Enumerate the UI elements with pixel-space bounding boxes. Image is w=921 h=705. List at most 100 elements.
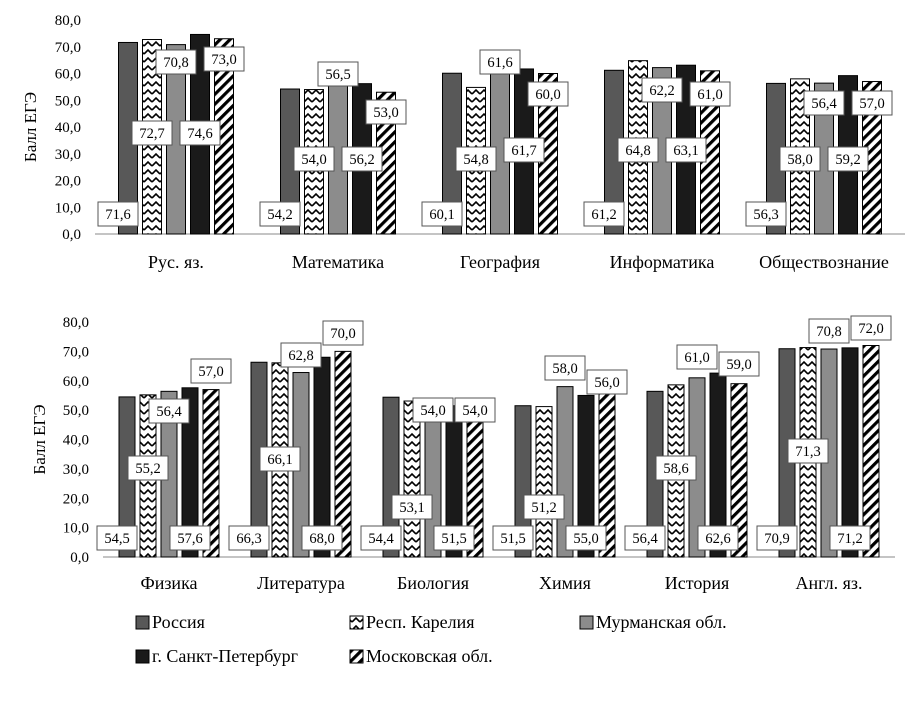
legend-label-karelia: Респ. Карелия (366, 612, 474, 632)
data-label: 60,0 (535, 87, 560, 103)
legend-label-russia: Россия (152, 612, 205, 632)
data-label: 58,0 (552, 361, 577, 377)
data-label-box (527, 81, 569, 107)
chart-top-subjects: 0,0 10,0 20,0 30,0 40,0 50,0 60,0 70,0 80,0 Балл … (21, 13, 905, 272)
data-label-box (433, 525, 475, 551)
data-label-box (492, 525, 534, 551)
category-label: История (665, 573, 730, 593)
category-label: Биология (397, 573, 469, 593)
bar-moscow (334, 350, 352, 558)
data-label: 56,4 (632, 531, 658, 547)
data-label: 54,5 (104, 531, 129, 547)
data-label-box (565, 525, 607, 551)
data-label-box (169, 525, 211, 551)
bar-spb (181, 387, 199, 558)
data-label-box (689, 81, 731, 107)
data-label-box (127, 455, 169, 481)
data-label: 51,5 (500, 531, 525, 547)
legend-swatch-russia (135, 615, 150, 630)
data-label: 56,3 (753, 207, 778, 223)
data-label-box (322, 320, 364, 346)
data-label: 58,0 (787, 152, 812, 168)
data-label: 68,0 (309, 531, 334, 547)
data-label: 73,0 (211, 52, 236, 68)
data-label-box (97, 201, 139, 227)
y-tick-label: 30,0 (63, 462, 89, 478)
data-label: 54,0 (420, 403, 445, 419)
data-label-box (131, 120, 173, 146)
data-label-box (827, 146, 869, 172)
data-label: 70,8 (163, 55, 188, 71)
data-label: 56,4 (811, 96, 837, 112)
data-label-box (779, 146, 821, 172)
data-label: 51,5 (441, 531, 466, 547)
data-label-box (787, 438, 829, 464)
data-label: 54,8 (463, 152, 488, 168)
data-label: 54,0 (301, 152, 326, 168)
data-label: 70,8 (816, 324, 841, 340)
data-label: 55,2 (135, 461, 160, 477)
data-label: 56,0 (594, 375, 619, 391)
data-label-box (341, 146, 383, 172)
data-label: 63,1 (673, 143, 698, 159)
category-label: Англ. яз. (796, 573, 863, 593)
data-label-box (676, 344, 718, 370)
data-label: 70,9 (764, 531, 789, 547)
bar-karelia (535, 406, 553, 558)
bar-moscow (730, 383, 748, 558)
y-tick-label: 80,0 (55, 13, 81, 29)
y-tick-label: 60,0 (55, 67, 81, 83)
category-label: Математика (292, 252, 384, 272)
legend-swatch-karelia (349, 615, 364, 630)
y-tick-label: 0,0 (62, 227, 81, 243)
bar-spb (445, 405, 463, 558)
data-label: 72,7 (139, 126, 164, 142)
data-label: 66,3 (236, 531, 261, 547)
data-label-box (455, 146, 497, 172)
data-label-box (583, 201, 625, 227)
category-label: Литература (257, 573, 345, 593)
data-label-box (421, 201, 463, 227)
bar-moscow (202, 389, 220, 558)
data-label-box (803, 90, 845, 116)
y-tick-label: 20,0 (63, 491, 89, 507)
data-label-box (412, 397, 454, 423)
data-label-box (850, 315, 892, 341)
data-label-box (829, 525, 871, 551)
data-label-box (665, 137, 707, 163)
data-label-box (617, 137, 659, 163)
data-label-box (155, 49, 197, 75)
data-label: 59,2 (835, 152, 860, 168)
data-label-box (301, 525, 343, 551)
data-label-box (179, 120, 221, 146)
y-tick-label: 10,0 (55, 200, 81, 216)
y-tick-label: 50,0 (63, 403, 89, 419)
y-tick-label: 40,0 (63, 433, 89, 449)
data-label-box (280, 342, 322, 368)
data-label: 54,2 (267, 207, 292, 223)
data-label-box (655, 455, 697, 481)
data-label: 56,4 (156, 404, 182, 420)
y-axis-label: Балл ЕГЭ (30, 404, 49, 474)
y-tick-label: 70,0 (63, 344, 89, 360)
data-label-box (148, 398, 190, 424)
category-label: Химия (539, 573, 591, 593)
data-label-box (808, 318, 850, 344)
data-label-box (203, 46, 245, 72)
legend: Россия Респ. Карелия Мурманская обл. г. Сан… (135, 612, 727, 666)
y-tick-label: 20,0 (55, 174, 81, 190)
bar-spb (313, 356, 331, 558)
data-label: 71,3 (795, 444, 820, 460)
y-tick-label: 30,0 (55, 147, 81, 163)
legend-label-spb: г. Санкт-Петербург (152, 646, 298, 666)
y-tick-label: 0,0 (70, 550, 89, 566)
data-label: 58,6 (663, 461, 688, 477)
data-label: 61,7 (511, 143, 536, 159)
data-label: 64,8 (625, 143, 650, 159)
y-tick-label: 10,0 (63, 521, 89, 537)
data-label-box (641, 77, 683, 103)
data-label: 71,2 (837, 531, 862, 547)
data-label: 55,0 (573, 531, 598, 547)
data-label: 57,0 (859, 96, 884, 112)
